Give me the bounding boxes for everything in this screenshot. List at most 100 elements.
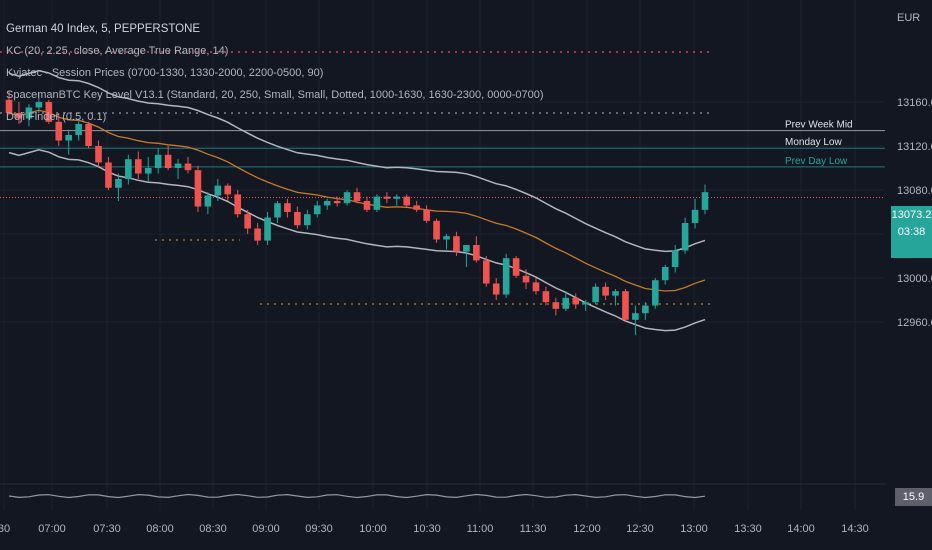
candle-body (562, 297, 570, 309)
chart-grid (0, 0, 885, 510)
candle-body (403, 196, 411, 206)
price-tick-label: 13120.0 (897, 141, 932, 153)
candle-body (413, 205, 420, 210)
time-tick-label: 11:30 (520, 523, 547, 535)
currency-label[interactable]: EUR (897, 12, 921, 24)
candle-body (284, 203, 291, 212)
candle-body (184, 163, 192, 171)
candle-body (492, 283, 500, 295)
candle-body (691, 209, 699, 223)
candle-body (174, 163, 182, 168)
keltner-upper (8, 69, 706, 253)
key-level-label: Prev Day Low (785, 156, 848, 167)
price-tick-label: 13080.0 (897, 185, 932, 197)
key-levels: Prev Week Mid Monday Low Prev Day Low (0, 51, 885, 305)
candle-body (75, 124, 82, 135)
bar-countdown: 03:38 (897, 226, 926, 238)
legend-kc[interactable]: KC (20, 2.25, close, Average True Range,… (6, 45, 229, 57)
legend-session-prices[interactable]: Kvjatec - Session Prices (0700-1330, 133… (6, 67, 324, 79)
candle-body (632, 313, 639, 320)
candle-body (542, 291, 550, 303)
candle-body (602, 286, 609, 296)
candle-body (482, 260, 490, 284)
time-tick-label: 07:30 (93, 523, 121, 535)
candle-body (154, 154, 162, 168)
candle-body (194, 170, 202, 207)
candle-body (393, 196, 401, 199)
candle-body (522, 275, 530, 283)
time-tick-label: 10:00 (359, 523, 387, 535)
candle-body (701, 192, 709, 210)
candle-body (105, 162, 112, 188)
candle-body (512, 258, 520, 276)
time-tick-label: 12:00 (573, 523, 601, 535)
time-axis: 30 07:00 07:30 08:00 08:30 09:00 09:30 10:00 10:… (0, 523, 869, 535)
candle-body (453, 236, 460, 252)
candle-body (671, 250, 679, 267)
candle-body (304, 214, 311, 226)
legend-key-levels[interactable]: SpacemanBTC Key Level V13.1 (Standard, 2… (6, 89, 544, 101)
candlestick-series (5, 91, 709, 336)
keltner-lower (8, 149, 706, 332)
candle-body (224, 185, 232, 195)
candle-body (661, 267, 669, 281)
time-tick-label: 09:30 (305, 523, 333, 535)
candle-body (642, 305, 649, 314)
candle-body (134, 159, 142, 174)
time-tick-label: 14:00 (787, 523, 815, 535)
time-tick-label: 13:00 (680, 523, 708, 535)
candle-body (204, 195, 212, 207)
candle-body (15, 113, 23, 119)
time-tick-label: 08:30 (199, 523, 227, 535)
candle-body (55, 121, 63, 141)
candle-body (65, 135, 72, 141)
candle-body (244, 214, 251, 229)
time-tick-label: 11:00 (467, 523, 494, 535)
time-tick-label: 13:30 (734, 523, 762, 535)
candle-body (473, 245, 480, 261)
time-tick-label: 08:00 (146, 523, 174, 535)
candle-body (35, 102, 43, 108)
volume-series (8, 493, 706, 499)
candle-body (313, 205, 321, 215)
candle-body (423, 209, 430, 221)
time-tick-label: 14:30 (841, 523, 869, 535)
candle-body (592, 286, 599, 303)
legend-doji-finder[interactable]: Doji Finder (0.5, 0.1) (6, 111, 107, 123)
candle-body (383, 196, 391, 199)
candle-body (552, 302, 560, 309)
time-tick-label: 09:00 (252, 523, 280, 535)
candle-body (373, 196, 381, 210)
key-level-label: Monday Low (785, 137, 842, 148)
candle-body (651, 280, 659, 306)
candle-body (363, 201, 371, 210)
candle-body (115, 179, 122, 188)
candle-body (95, 146, 102, 163)
candle-body (264, 217, 271, 241)
candle-body (25, 107, 33, 119)
candle-body (164, 154, 172, 168)
candle-body (274, 203, 281, 218)
candle-body (582, 302, 589, 305)
symbol-title[interactable]: German 40 Index, 5, PEPPERSTONE (6, 23, 201, 35)
candle-body (612, 291, 619, 296)
time-tick-label: 07:00 (38, 523, 66, 535)
candle-body (294, 212, 301, 226)
candle-body (681, 223, 689, 251)
candle-body (214, 185, 222, 196)
volume-line (8, 493, 706, 499)
candle-body (234, 194, 242, 215)
current-price-tag: 13073.2 03:38 (891, 206, 932, 258)
candle-body (572, 297, 580, 305)
candle-body (254, 228, 261, 241)
candle-body (433, 220, 440, 240)
chart-legend: German 40 Index, 5, PEPPERSTONE KC (20, … (6, 18, 544, 128)
candle-body (532, 282, 540, 292)
candle-body (622, 291, 629, 320)
volume-value-tag: 15.9 (895, 488, 932, 506)
key-level-label: Prev Week Mid (785, 120, 853, 131)
price-tick-label: 13000.0 (897, 273, 932, 285)
candle-body (502, 258, 510, 295)
candle-body (45, 102, 53, 122)
